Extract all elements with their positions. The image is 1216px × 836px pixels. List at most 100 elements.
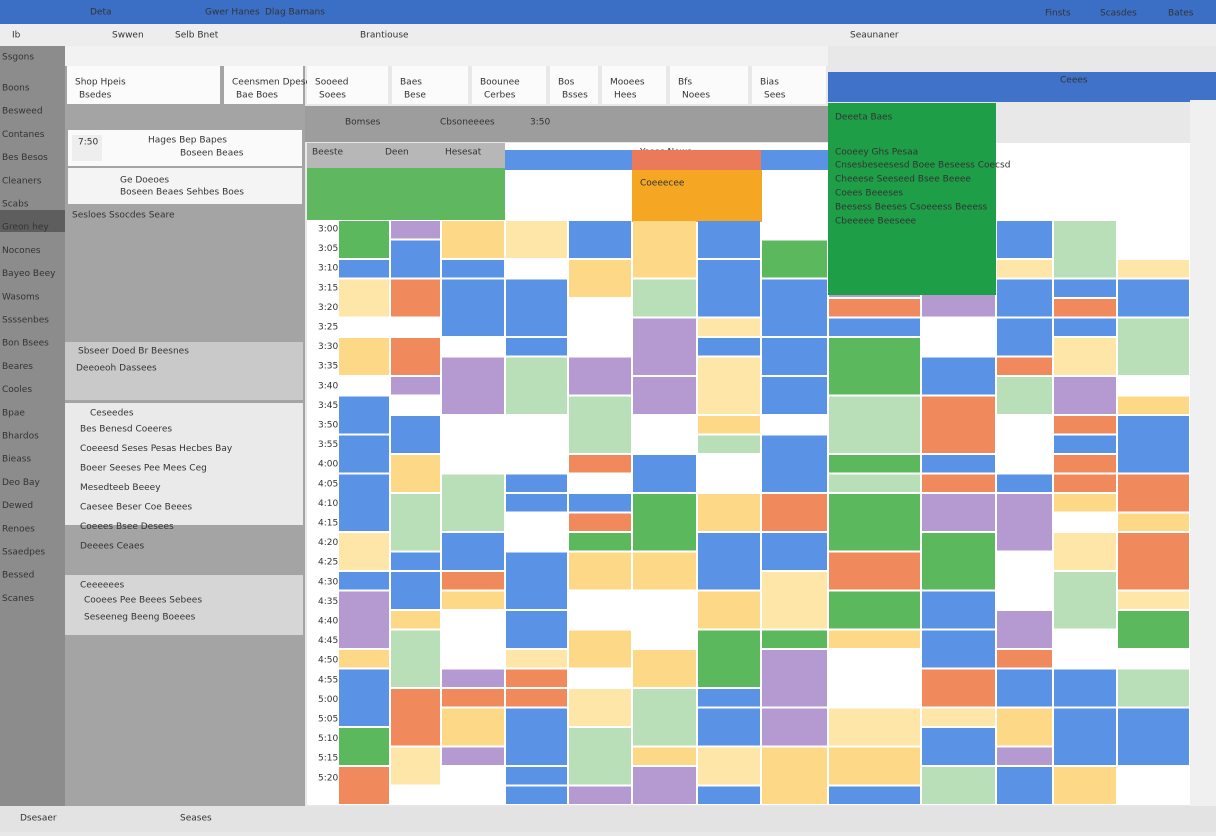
sidebar-item[interactable]: Besweed xyxy=(2,107,43,117)
menu-item[interactable]: Scasdes xyxy=(1100,9,1137,19)
header-title[interactable]: Bfs xyxy=(678,78,692,88)
sidebar-item[interactable]: Scanes xyxy=(2,594,34,604)
sidebar-item[interactable]: Nocones xyxy=(2,246,41,256)
menu-item[interactable]: Finsts xyxy=(1045,9,1071,19)
event-block xyxy=(506,279,567,336)
event-block xyxy=(633,416,696,453)
list-item[interactable]: Mesedteeb Beeey xyxy=(80,483,161,493)
header-sub: Bsedes xyxy=(79,91,112,101)
event-block xyxy=(506,494,567,512)
event-block xyxy=(442,767,504,804)
sidebar-item[interactable]: Bessed xyxy=(2,571,34,581)
time-label: 3:05 xyxy=(318,244,338,254)
sidebar-item[interactable]: Bpae xyxy=(2,408,25,418)
event-block xyxy=(762,650,827,707)
event-label[interactable]: Coeeecee xyxy=(640,179,685,189)
event-block xyxy=(922,591,995,629)
bottom-item[interactable]: Dsesaer xyxy=(20,814,57,824)
sidebar-item[interactable]: Wasoms xyxy=(2,292,40,302)
list-item[interactable]: Boeer Seeses Pee Mees Ceg xyxy=(80,464,207,474)
top-bar xyxy=(0,0,1216,24)
popup-line: Beesess Beeses Csoeeess Beeess xyxy=(835,203,988,213)
sidebar-item[interactable]: Bayeo Beey xyxy=(2,269,56,279)
sidebar-item[interactable]: Contanes xyxy=(2,130,45,140)
sidebar-item[interactable]: Ssaedpes xyxy=(2,548,45,558)
header-card xyxy=(670,66,748,104)
event-block xyxy=(829,455,920,473)
list-section xyxy=(65,403,303,525)
header-title[interactable]: Baes xyxy=(400,78,422,88)
event-block xyxy=(569,396,631,453)
toolbar-item[interactable]: Swwen xyxy=(112,31,144,41)
sidebar-item[interactable]: Dewed xyxy=(2,501,33,511)
event-block xyxy=(442,533,504,570)
event-block xyxy=(442,669,504,687)
event-block xyxy=(442,708,504,746)
time-label: 5:15 xyxy=(318,754,338,764)
sidebar-item[interactable]: Ssssenbes xyxy=(2,316,49,326)
header-title[interactable]: Bias xyxy=(760,78,779,88)
list-item[interactable]: Bes Benesd Coeeres xyxy=(80,425,172,435)
popup-line: Cnsesbeseesesd Boee Beseess Coecsd xyxy=(835,161,1010,171)
time-label: 3:35 xyxy=(318,362,338,372)
list-item[interactable]: Caesee Beser Coe Beees xyxy=(80,503,192,513)
menu-item[interactable]: Gwer Hanes xyxy=(205,8,260,18)
time-label: 3:45 xyxy=(318,401,338,411)
header-title[interactable]: Ceensmen Dpeseis xyxy=(232,78,319,88)
header-title[interactable]: Sooeed xyxy=(315,78,349,88)
toolbar-item[interactable]: Ib xyxy=(12,31,21,41)
event-block xyxy=(339,435,389,473)
event-block xyxy=(442,416,504,473)
sidebar-item[interactable]: Boons xyxy=(2,84,30,94)
header-title[interactable]: Shop Hpeis xyxy=(75,78,126,88)
header-title[interactable]: Bos xyxy=(558,78,575,88)
sidebar-item[interactable]: Bhardos xyxy=(2,432,39,442)
event-block xyxy=(442,357,504,414)
event-block xyxy=(1118,318,1189,375)
event-block xyxy=(442,689,504,707)
sidebar-item[interactable]: Cleaners xyxy=(2,176,42,186)
card-title: Hages Bep Bapes xyxy=(148,136,227,146)
event-block xyxy=(633,494,696,551)
event-block xyxy=(339,474,389,531)
tool-item[interactable]: Bomses xyxy=(345,118,381,128)
list-item[interactable]: Cooees Pee Beees Sebees xyxy=(84,596,202,606)
tool-item[interactable]: Cbsoneeees xyxy=(440,118,495,128)
event-block xyxy=(698,708,760,746)
header-sub: Bae Boes xyxy=(236,91,278,101)
list-item[interactable]: Coeeesd Seses Pesas Hecbes Bay xyxy=(80,444,233,454)
toolbar-item[interactable]: Selb Bnet xyxy=(175,31,219,41)
event-block xyxy=(698,474,760,492)
sidebar-item[interactable]: Cooles xyxy=(2,385,32,395)
event-block xyxy=(569,357,631,395)
list-item[interactable]: Seseeneg Beeng Boeees xyxy=(84,613,196,623)
sidebar-item[interactable]: Beares xyxy=(2,362,33,372)
section-title: Ceeeeees xyxy=(80,581,125,591)
list-item[interactable]: Deeees Ceaes xyxy=(80,542,145,552)
event-block xyxy=(391,747,440,785)
list-item[interactable]: Coeees Bsee Desees xyxy=(80,522,174,532)
header-title[interactable]: Boounee xyxy=(480,78,520,88)
time-label: 5:00 xyxy=(318,695,338,705)
sidebar-item[interactable]: Renoes xyxy=(2,524,35,534)
sidebar-item[interactable]: Bon Bsees xyxy=(2,339,49,349)
event-block xyxy=(922,728,995,765)
event-block xyxy=(829,708,920,746)
event-block xyxy=(762,572,827,629)
tool-item[interactable]: 3:50 xyxy=(530,118,550,128)
header-title[interactable]: Mooees xyxy=(610,78,645,88)
sidebar-item[interactable]: Scabs xyxy=(2,200,29,210)
scrollbar xyxy=(1190,100,1216,806)
menu-item[interactable]: Bates xyxy=(1168,9,1194,19)
sidebar-item[interactable]: Greon hey xyxy=(2,223,49,233)
sidebar-item[interactable]: Bieass xyxy=(2,455,31,465)
sidebar-item[interactable]: Deo Bay xyxy=(2,478,41,488)
event-block xyxy=(506,416,567,453)
menu-item[interactable]: Deta xyxy=(90,8,112,18)
sidebar-item[interactable]: Bes Besos xyxy=(2,153,48,163)
section xyxy=(65,575,303,635)
menu-item[interactable]: Dlag Bamans xyxy=(265,8,325,18)
toolbar-item[interactable]: Brantiouse xyxy=(360,31,409,41)
toolbar-item[interactable]: Seaunaner xyxy=(850,31,899,41)
bottom-item[interactable]: Seases xyxy=(180,814,212,824)
